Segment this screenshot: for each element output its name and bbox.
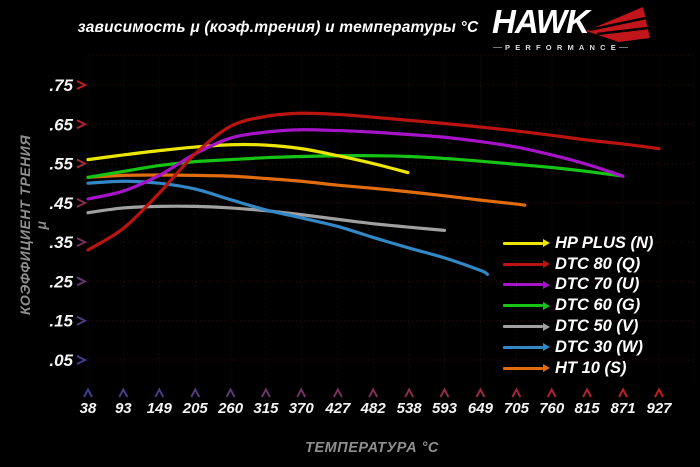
y-tick-label: .05 <box>49 351 73 370</box>
legend-swatch-arrow-icon <box>503 239 555 248</box>
series-line <box>86 179 490 276</box>
legend-label: DTC 80 (Q) <box>555 254 641 273</box>
x-tick-arrow <box>83 387 93 398</box>
y-tick-arrow <box>76 355 88 365</box>
legend: HP PLUS (N) DTC 80 (Q) DTC 70 (U) DTC 60 (G… <box>503 233 653 379</box>
legend-item: DTC 30 (W) <box>503 337 653 358</box>
x-tick-arrow <box>296 387 307 398</box>
x-tick-label: 815 <box>575 400 601 417</box>
x-tick-label: 871 <box>611 400 636 417</box>
x-tick-label: 649 <box>468 400 494 417</box>
y-tick-arrow <box>76 80 88 90</box>
x-tick-label: 427 <box>324 400 351 417</box>
x-axis-title: ТЕМПЕРАТУРА °C <box>305 440 439 456</box>
x-tick-arrow <box>118 387 129 398</box>
y-tick-arrow <box>76 276 88 287</box>
x-tick-label: 149 <box>147 400 173 417</box>
y-tick-arrow <box>76 197 88 208</box>
x-tick-label: 482 <box>360 400 387 417</box>
x-tick-arrow <box>190 387 201 398</box>
x-tick-arrow <box>154 387 165 398</box>
x-tick-arrow <box>546 387 557 398</box>
x-tick-arrow <box>332 387 343 398</box>
y-tick-label: .35 <box>49 233 73 252</box>
x-tick-arrow <box>225 387 236 398</box>
legend-swatch-arrow-icon <box>503 301 555 310</box>
x-tick-arrow <box>404 387 415 398</box>
x-tick-label: 538 <box>397 400 423 417</box>
y-tick-label: .45 <box>49 194 73 213</box>
legend-item: DTC 50 (V) <box>503 316 653 337</box>
legend-item: DTC 70 (U) <box>503 275 653 296</box>
x-tick-arrow <box>618 387 628 398</box>
legend-swatch-arrow-icon <box>503 260 555 269</box>
legend-item: DTC 80 (Q) <box>503 254 653 275</box>
legend-label: HT 10 (S) <box>555 358 627 377</box>
x-tick-label: 260 <box>217 400 244 417</box>
x-tick-arrow <box>654 387 664 398</box>
chart-title: зависимость μ (коэф.трения) и температур… <box>77 19 479 36</box>
x-tick-label: 593 <box>432 400 458 417</box>
x-tick-label: 705 <box>504 400 530 417</box>
y-tick-arrow <box>76 237 88 248</box>
y-tick-label: .75 <box>49 76 73 95</box>
x-tick-arrow <box>261 387 271 398</box>
series-line <box>86 142 410 175</box>
y-tick-arrow <box>76 315 88 326</box>
x-tick-arrow <box>511 387 522 398</box>
logo-sub-text: PERFORMANCE <box>492 43 672 52</box>
legend-item: HT 10 (S) <box>503 358 653 379</box>
y-tick-arrow <box>76 158 88 169</box>
x-tick-label: 315 <box>253 400 279 417</box>
x-tick-label: 760 <box>539 400 565 417</box>
x-tick-arrow <box>582 387 592 398</box>
logo-brand-text: HAWK <box>492 3 590 40</box>
legend-swatch-arrow-icon <box>503 322 555 331</box>
series-line <box>86 128 625 201</box>
series-line <box>86 111 661 252</box>
series-curves <box>86 111 661 276</box>
x-tick-label: 927 <box>646 400 672 417</box>
x-tick-label: 370 <box>289 400 315 417</box>
y-axis-ticks: .05 .15 .25 .35 .45 .55 .65 .75 <box>49 76 88 370</box>
x-axis-ticks: 38 93 149 205 260 315 370 427 482 538 593 649 705 760… <box>80 387 672 417</box>
y-tick-label: .15 <box>49 312 73 331</box>
y-tick-arrow <box>76 119 88 130</box>
y-tick-label: .55 <box>49 155 73 174</box>
legend-item: HP PLUS (N) <box>503 233 653 254</box>
x-tick-label: 38 <box>80 400 97 417</box>
x-tick-arrow <box>439 387 450 398</box>
legend-swatch-arrow-icon <box>503 280 555 289</box>
legend-swatch-arrow-icon <box>503 343 555 352</box>
hawk-wing-icon <box>585 7 650 42</box>
legend-label: HP PLUS (N) <box>555 233 654 252</box>
x-tick-arrow <box>368 387 379 398</box>
x-tick-arrow <box>475 387 486 398</box>
x-tick-label: 93 <box>115 400 132 417</box>
legend-label: DTC 30 (W) <box>555 337 643 356</box>
x-tick-label: 205 <box>182 400 209 417</box>
legend-swatch-arrow-icon <box>503 364 555 373</box>
legend-label: DTC 50 (V) <box>555 317 639 336</box>
legend-label: DTC 60 (G) <box>555 296 641 315</box>
legend-label: DTC 70 (U) <box>555 275 640 294</box>
legend-item: DTC 60 (G) <box>503 295 653 316</box>
y-tick-label: .65 <box>49 115 73 134</box>
hawk-logo: HAWK PERFORMANCE <box>492 5 672 52</box>
y-tick-label: .25 <box>49 272 73 291</box>
